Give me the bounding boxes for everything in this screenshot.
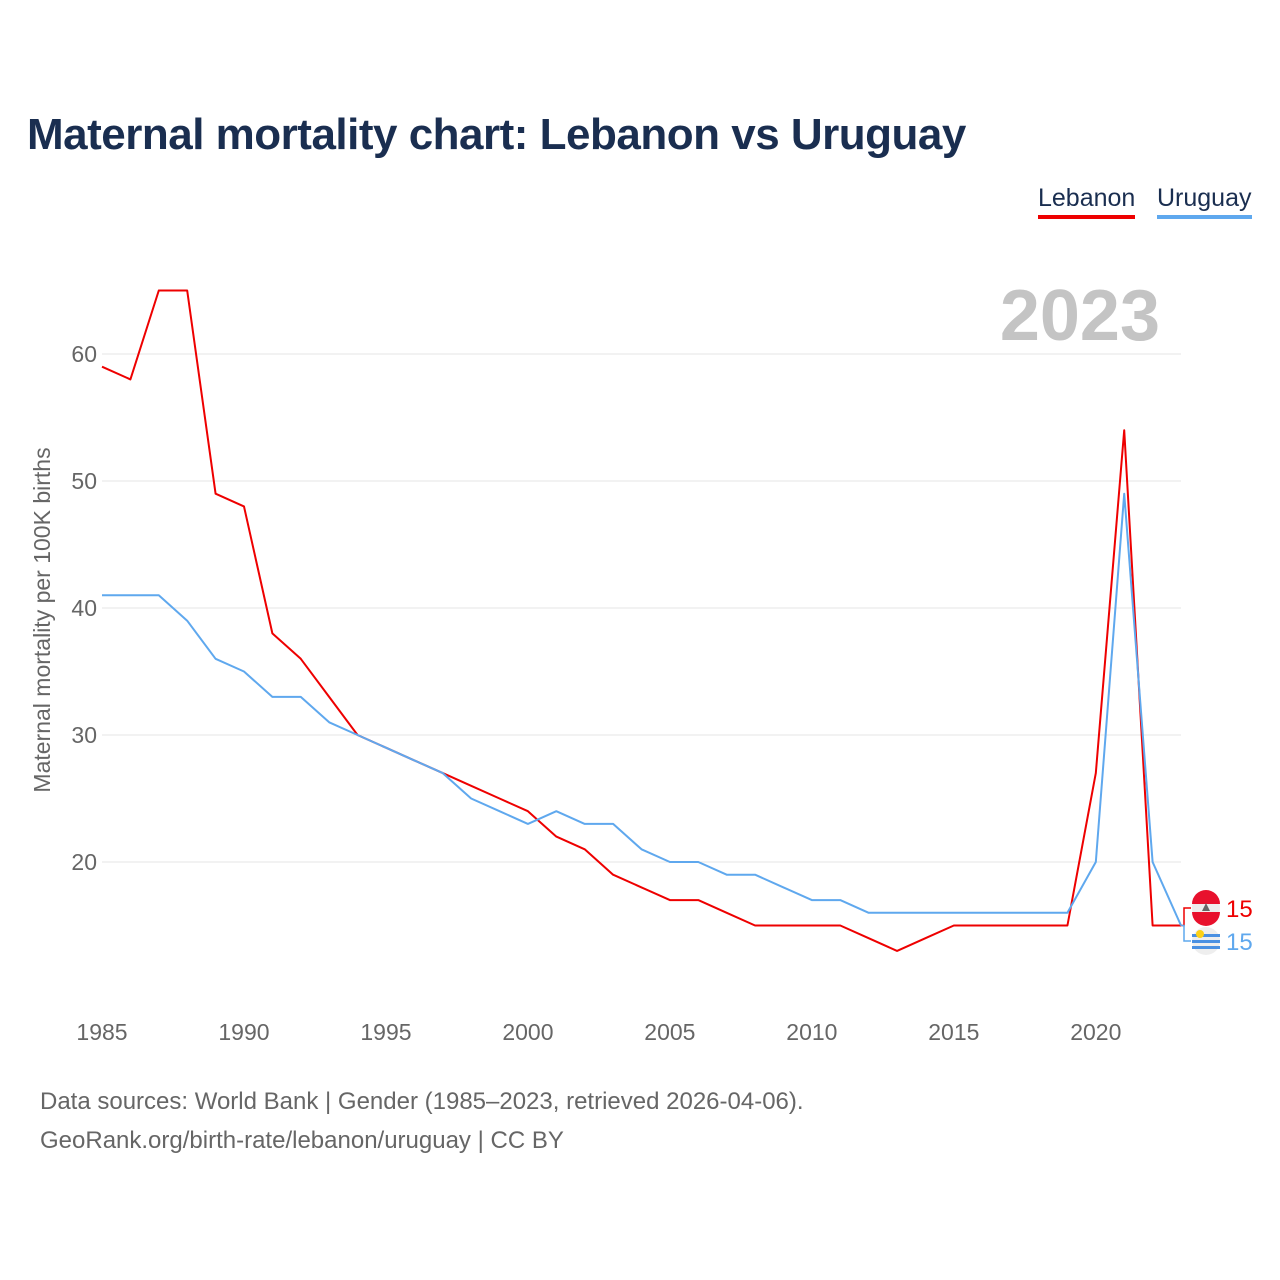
- x-tick-label: 2010: [786, 1019, 837, 1045]
- sun-icon: [1196, 930, 1204, 938]
- series-line-lebanon: [101, 289, 1181, 952]
- series-line-uruguay: [102, 492, 1182, 926]
- cedar-icon: [1202, 903, 1210, 911]
- y-tick-label: 30: [71, 722, 97, 748]
- y-tick-label: 50: [71, 468, 97, 494]
- end-connector: [1181, 907, 1191, 927]
- flag-stripe: [1192, 946, 1220, 949]
- x-tick-label: 2005: [644, 1019, 695, 1045]
- legend-uruguay[interactable]: Uruguay: [1157, 184, 1252, 219]
- x-tick-label: 2000: [502, 1019, 553, 1045]
- end-value-label: 15: [1226, 896, 1253, 923]
- flag-icon-uruguay: [1192, 927, 1220, 955]
- footer-sources: Data sources: World Bank | Gender (1985–…: [40, 1088, 804, 1115]
- y-tick-label: 60: [71, 341, 97, 367]
- end-connector: [1181, 924, 1191, 942]
- line-chart: 20 30 40 50 60 1985 1990 1995 2000 2005 2010 2015 20…: [29, 276, 1253, 1045]
- x-tick-label: 1990: [218, 1019, 269, 1045]
- flag-stripe: [1192, 940, 1220, 943]
- y-axis-label: Maternal mortality per 100K births: [29, 447, 55, 792]
- flag-stripe: [1192, 912, 1220, 926]
- x-tick-label: 2015: [928, 1019, 979, 1045]
- year-watermark: 2023: [1000, 276, 1160, 356]
- y-tick-label: 20: [71, 849, 97, 875]
- flag-icon-lebanon: [1192, 890, 1220, 926]
- flag-stripe: [1192, 890, 1220, 904]
- x-tick-label: 1995: [360, 1019, 411, 1045]
- end-value-label: 15: [1226, 929, 1253, 956]
- chart-title: Maternal mortality chart: Lebanon vs Uru…: [27, 110, 966, 159]
- flag-stripe: [1192, 934, 1220, 937]
- x-tick-label: 1985: [76, 1019, 127, 1045]
- y-tick-label: 40: [71, 595, 97, 621]
- x-tick-label: 2020: [1070, 1019, 1121, 1045]
- legend-lebanon[interactable]: Lebanon: [1038, 184, 1136, 219]
- footer-credit[interactable]: GeoRank.org/birth-rate/lebanon/uruguay |…: [40, 1127, 564, 1154]
